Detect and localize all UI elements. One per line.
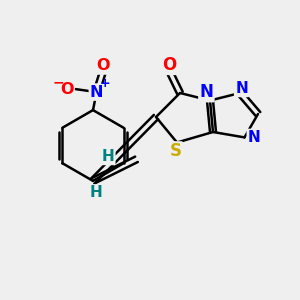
Text: O: O bbox=[96, 58, 110, 74]
Text: N: N bbox=[248, 130, 260, 145]
Text: S: S bbox=[169, 142, 181, 160]
Text: N: N bbox=[235, 81, 248, 96]
Text: O: O bbox=[162, 56, 177, 74]
Text: N: N bbox=[90, 85, 103, 100]
Text: +: + bbox=[100, 77, 110, 90]
Text: N: N bbox=[200, 83, 213, 101]
Text: −: − bbox=[52, 76, 64, 89]
Text: O: O bbox=[60, 82, 74, 97]
Text: H: H bbox=[102, 149, 114, 164]
Text: H: H bbox=[90, 185, 102, 200]
